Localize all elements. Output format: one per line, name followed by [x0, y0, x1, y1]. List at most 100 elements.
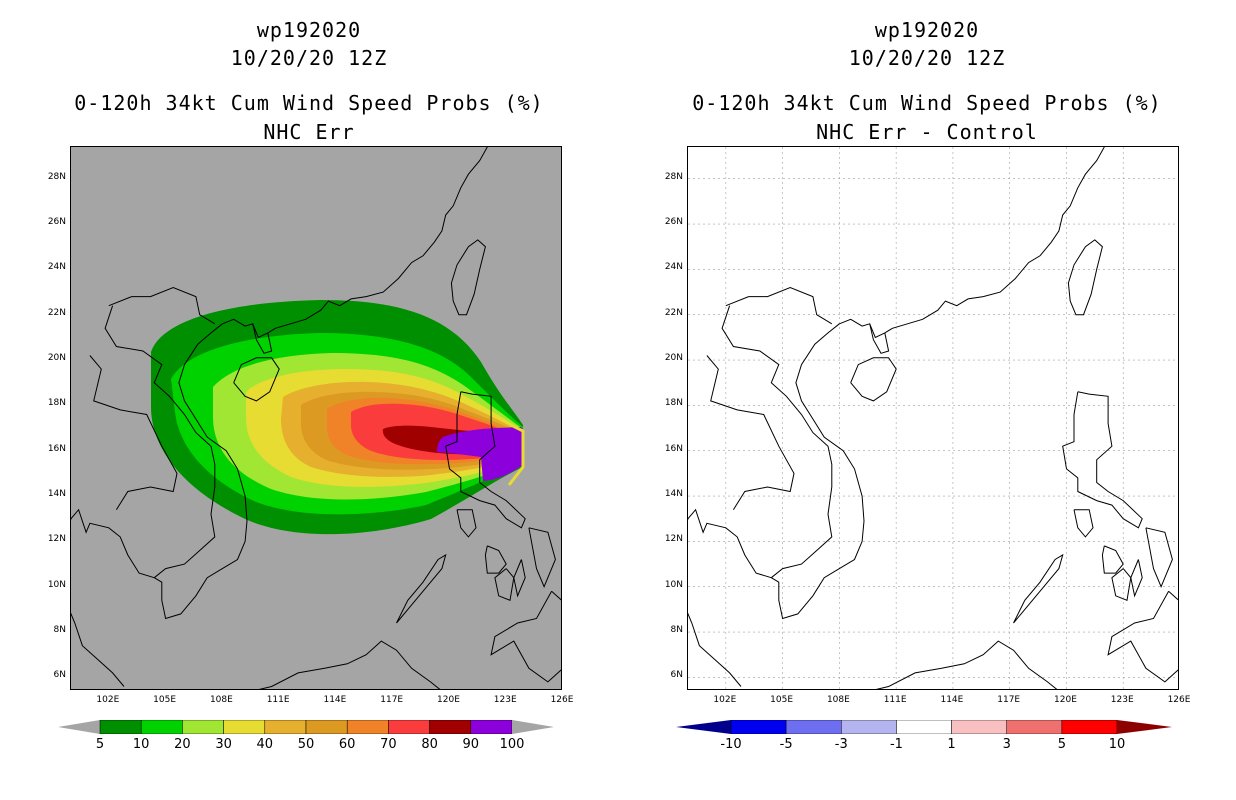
- longitude-label: 105E: [770, 695, 794, 705]
- coastline-segment: [839, 147, 1105, 339]
- storm-id-title: wp192020: [874, 18, 980, 42]
- colorbar-tick-label: 40: [256, 737, 274, 752]
- prob-contour-edge: [507, 423, 525, 486]
- storm-id-title: wp192020: [256, 18, 362, 42]
- longitude-label: 108E: [826, 695, 850, 705]
- coastline-segment: [233, 357, 280, 402]
- right-panel: wp192020 10/20/20 12Z 0-120h 34kt Cum Wi…: [618, 0, 1236, 800]
- coastline-segment: [252, 323, 273, 354]
- coastline-segment: [688, 508, 772, 579]
- longitude-label: 126E: [550, 695, 574, 705]
- colorbar-tick-label: 90: [462, 737, 480, 752]
- colorbar-swatch: [182, 720, 224, 734]
- coastline-segment: [396, 553, 447, 624]
- coastline-segment: [771, 323, 865, 620]
- colorbar-swatch: [951, 720, 1007, 734]
- latitude-label: 26N: [664, 217, 683, 228]
- colorbar-over-triangle: [1117, 720, 1172, 734]
- coastline-segment: [1130, 559, 1143, 598]
- colorbar-over-triangle: [512, 720, 554, 734]
- probability-map: [70, 146, 562, 690]
- wind-probability-contours: [151, 300, 523, 535]
- longitude-label: 105E: [153, 695, 177, 705]
- gridlines: [688, 147, 1178, 689]
- colorbar-swatch: [470, 720, 513, 734]
- longitude-label: 123E: [493, 695, 517, 705]
- coastline-segment: [154, 323, 248, 620]
- coastlines: [688, 147, 1178, 689]
- longitude-label: 102E: [96, 695, 120, 705]
- colorbar-swatch: [346, 720, 389, 734]
- coastline-segment: [875, 640, 1058, 689]
- latitude-label: 8N: [670, 625, 683, 636]
- coastline-segment: [104, 305, 216, 579]
- longitude-label: 114E: [940, 695, 964, 705]
- date-time-title: 10/20/20 12Z: [848, 46, 1006, 70]
- colorbar-tick-label: -10: [720, 737, 742, 752]
- latitude-label: 24N: [664, 262, 683, 273]
- latitude-label: 12N: [664, 534, 683, 545]
- longitude-label: 126E: [1167, 695, 1191, 705]
- longitude-label: 111E: [266, 695, 290, 705]
- coastline-segment: [71, 508, 155, 579]
- left-panel: wp192020 10/20/20 12Z 0-120h 34kt Cum Wi…: [47, 18, 574, 752]
- colorbar-tick-label: 1: [947, 737, 956, 752]
- coastline-segment: [1013, 553, 1064, 624]
- longitude-label: 117E: [380, 695, 404, 705]
- latitude-label: 6N: [53, 670, 66, 681]
- coastline-segment: [725, 286, 833, 325]
- coastline-segment: [222, 147, 488, 339]
- date-time-title: 10/20/20 12Z: [230, 46, 388, 70]
- difference-colorbar: [676, 720, 1172, 734]
- product-title: 0-120h 34kt Cum Wind Speed Probs (%): [692, 91, 1162, 115]
- colorbar-under-triangle: [58, 720, 100, 734]
- colorbar-tick-label: 5: [1057, 737, 1066, 752]
- coastline-segment: [850, 357, 897, 402]
- colorbar-swatch: [785, 720, 842, 734]
- longitude-label: 120E: [437, 695, 460, 705]
- latitude-label: 22N: [664, 307, 683, 318]
- coastline-segment: [450, 239, 486, 316]
- coastline-segment: [528, 527, 556, 588]
- latitude-label: 18N: [664, 398, 683, 409]
- latitude-label: 14N: [47, 489, 66, 500]
- longitude-label: 114E: [323, 695, 347, 705]
- colorbar-swatch: [99, 720, 142, 734]
- latitude-label: 16N: [47, 443, 66, 454]
- longitude-label: 102E: [713, 695, 737, 705]
- coastline-segment: [706, 355, 795, 510]
- latitude-label: 20N: [664, 353, 683, 364]
- prob-contour-90: [437, 427, 523, 481]
- colorbar-swatch: [1061, 720, 1118, 734]
- latitude-label: 8N: [53, 625, 66, 636]
- colorbar-tick-label: 70: [380, 737, 397, 752]
- colorbar-tick-label: 5: [95, 737, 105, 752]
- difference-map: [687, 146, 1179, 690]
- colorbar-swatch: [429, 720, 472, 734]
- coastline-segment: [484, 545, 507, 574]
- colorbar-tick-label: 10: [1108, 737, 1126, 752]
- colorbar-swatch: [264, 720, 307, 734]
- colorbar-swatch: [896, 720, 952, 734]
- colorbar-swatch: [388, 720, 430, 734]
- colorbar-swatch: [223, 720, 266, 734]
- coastline-segment: [1145, 527, 1173, 588]
- product-title: 0-120h 34kt Cum Wind Speed Probs (%): [74, 91, 544, 115]
- latitude-label: 14N: [664, 489, 683, 500]
- coastline-segment: [869, 323, 890, 354]
- coastline-segment: [1101, 545, 1124, 574]
- colorbar-tick-label: 3: [1002, 737, 1011, 752]
- colorbar-tick-label: -1: [889, 737, 903, 752]
- latitude-label: 10N: [47, 579, 66, 590]
- colorbar-tick-label: 50: [297, 737, 315, 752]
- colorbar-tick-label: -3: [834, 737, 848, 752]
- latitude-label: 20N: [47, 353, 66, 364]
- colorbar-tick-label: 80: [421, 737, 438, 752]
- coastline-segment: [89, 355, 178, 510]
- coastline-segment: [513, 559, 526, 598]
- longitude-label: 111E: [883, 695, 907, 705]
- coastline-segment: [1111, 568, 1132, 601]
- latitude-label: 26N: [47, 217, 66, 228]
- latitude-label: 28N: [664, 171, 683, 182]
- coastline-segment: [71, 612, 125, 687]
